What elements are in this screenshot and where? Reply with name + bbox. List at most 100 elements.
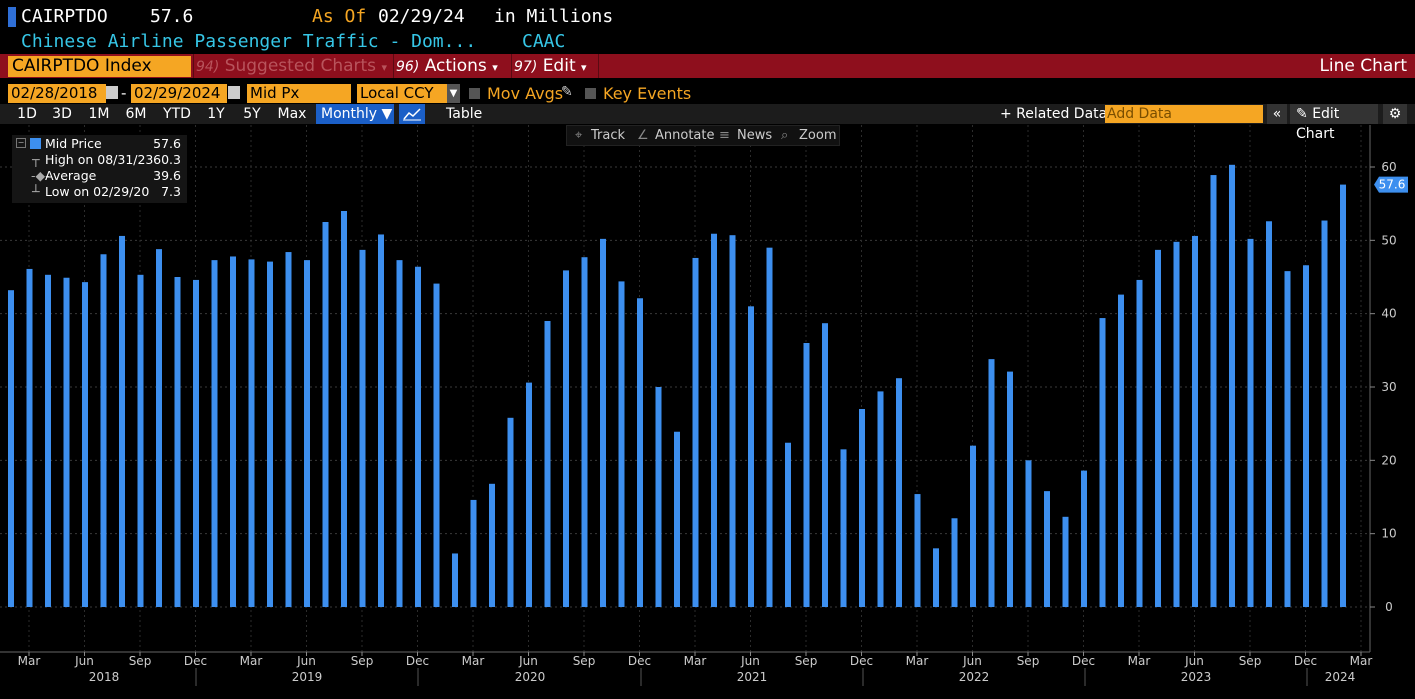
edit-chart-button[interactable]: ✎ Edit Chart bbox=[1290, 104, 1378, 142]
field-select[interactable]: Mid Px bbox=[247, 84, 351, 103]
pencil-icon[interactable]: ✎ bbox=[561, 84, 573, 100]
bar bbox=[396, 260, 403, 607]
end-date-input[interactable]: 02/29/2024 bbox=[131, 84, 227, 103]
bar bbox=[174, 277, 181, 607]
bar bbox=[933, 548, 939, 607]
x-tick-label: Jun bbox=[296, 654, 316, 668]
bar-chart[interactable]: 0 10 20 30 40 50 60 57.6 Mar Jun Sep Dec Mar Jun Sep De… bbox=[0, 125, 1415, 699]
x-tick-label: Sep bbox=[573, 654, 596, 668]
x-tick-label: Jun bbox=[74, 654, 94, 668]
period-max[interactable]: Max bbox=[277, 106, 307, 122]
x-year-label: 2018 bbox=[89, 670, 120, 684]
bar bbox=[618, 281, 625, 607]
x-year-label: 2022 bbox=[959, 670, 990, 684]
bar bbox=[415, 266, 421, 607]
bar bbox=[341, 211, 347, 607]
mov-avgs-label[interactable]: Mov Avgs bbox=[487, 84, 564, 103]
calendar-icon[interactable] bbox=[228, 86, 240, 99]
bar bbox=[766, 247, 773, 607]
bar bbox=[600, 238, 606, 607]
period-5y[interactable]: 5Y bbox=[243, 106, 261, 122]
bar bbox=[359, 249, 366, 607]
chevron-down-icon[interactable]: ▼ bbox=[447, 84, 460, 103]
bar bbox=[655, 387, 662, 607]
frequency-select[interactable]: Monthly ▼ bbox=[316, 104, 394, 124]
legend-mid-value: 57.6 bbox=[153, 136, 181, 151]
period-1m[interactable]: 1M bbox=[88, 106, 110, 122]
bar bbox=[470, 499, 477, 607]
period-1d[interactable]: 1D bbox=[17, 106, 37, 122]
zoom-tool[interactable]: Zoom bbox=[799, 128, 837, 143]
x-tick-label: Sep bbox=[795, 654, 818, 668]
track-tool[interactable]: Track bbox=[591, 128, 626, 143]
bar bbox=[1007, 371, 1013, 607]
bar bbox=[1247, 238, 1254, 607]
collapse-icon[interactable]: « bbox=[1267, 104, 1287, 124]
period-ytd[interactable]: YTD bbox=[163, 106, 191, 122]
collapse-box-icon[interactable]: − bbox=[16, 138, 26, 148]
bar bbox=[156, 249, 162, 607]
bar bbox=[1340, 184, 1346, 607]
bar bbox=[100, 254, 107, 607]
suggested-charts-menu[interactable]: 94) Suggested Charts ▾ bbox=[196, 56, 387, 76]
bar bbox=[896, 378, 902, 607]
x-year-label: 2024 bbox=[1325, 670, 1356, 684]
legend-mid[interactable]: − Mid Price 57.6 bbox=[12, 136, 187, 152]
bar bbox=[267, 261, 273, 607]
bar bbox=[137, 274, 144, 607]
bar bbox=[304, 260, 310, 607]
gear-icon[interactable]: ⚙ bbox=[1383, 104, 1407, 124]
bar bbox=[1136, 279, 1143, 607]
chart-type-label[interactable]: Line Chart bbox=[1319, 56, 1407, 76]
bar bbox=[63, 277, 70, 607]
y-tick-label: 40 bbox=[1381, 307, 1396, 321]
period-1y[interactable]: 1Y bbox=[207, 106, 225, 122]
legend-low-label: Low on 02/29/20 bbox=[45, 184, 150, 199]
bar bbox=[1099, 318, 1106, 607]
last-price: 57.6 bbox=[150, 6, 194, 27]
period-6m[interactable]: 6M bbox=[125, 106, 147, 122]
bar bbox=[637, 298, 643, 607]
security-description: Chinese Airline Passenger Traffic - Dom.… bbox=[21, 31, 477, 52]
x-year-label: 2020 bbox=[515, 670, 546, 684]
menu-bar bbox=[0, 54, 1415, 78]
calendar-icon[interactable] bbox=[106, 86, 118, 99]
legend-average-value: 39.6 bbox=[153, 168, 181, 183]
period-3d[interactable]: 3D bbox=[52, 106, 72, 122]
bar bbox=[489, 483, 495, 607]
x-tick-label: Dec bbox=[406, 654, 429, 668]
legend-high: ┬ High on 08/31/23 60.3 bbox=[12, 152, 187, 168]
add-data-input[interactable]: Add Data bbox=[1105, 105, 1263, 123]
security-field[interactable]: CAIRPTDO Index bbox=[8, 56, 191, 77]
x-year-label: 2023 bbox=[1181, 670, 1212, 684]
news-tool[interactable]: News bbox=[737, 128, 773, 143]
bar bbox=[1192, 235, 1198, 607]
legend-low: ┴ Low on 02/29/20 7.3 bbox=[12, 184, 187, 200]
y-tick-label: 10 bbox=[1381, 527, 1396, 541]
table-button[interactable]: Table bbox=[446, 106, 483, 122]
bar bbox=[285, 252, 292, 608]
x-tick-label: Mar bbox=[240, 654, 263, 668]
actions-menu[interactable]: 96) Actions ▾ bbox=[396, 56, 498, 76]
mov-avgs-checkbox[interactable] bbox=[469, 88, 480, 99]
related-data-button[interactable]: + Related Data bbox=[1000, 106, 1108, 122]
bar bbox=[26, 268, 33, 607]
annotate-tool[interactable]: Annotate bbox=[655, 128, 715, 143]
bar bbox=[248, 259, 255, 607]
currency-select[interactable]: Local CCY bbox=[357, 84, 447, 103]
key-events-label[interactable]: Key Events bbox=[603, 84, 692, 103]
key-events-checkbox[interactable] bbox=[585, 88, 596, 99]
bar bbox=[1025, 460, 1032, 607]
bar bbox=[951, 518, 958, 607]
x-tick-label: Dec bbox=[628, 654, 651, 668]
line-chart-icon[interactable] bbox=[399, 104, 425, 124]
x-tick-label: Mar bbox=[1128, 654, 1151, 668]
edit-menu[interactable]: 97) Edit ▾ bbox=[514, 56, 587, 76]
bar bbox=[82, 282, 88, 607]
bar bbox=[1062, 516, 1069, 607]
x-tick-label: Dec bbox=[1294, 654, 1317, 668]
start-date-input[interactable]: 02/28/2018 bbox=[8, 84, 106, 103]
legend-average: -◆- Average 39.6 bbox=[12, 168, 187, 184]
x-tick-label: Dec bbox=[850, 654, 873, 668]
bar bbox=[211, 260, 218, 607]
